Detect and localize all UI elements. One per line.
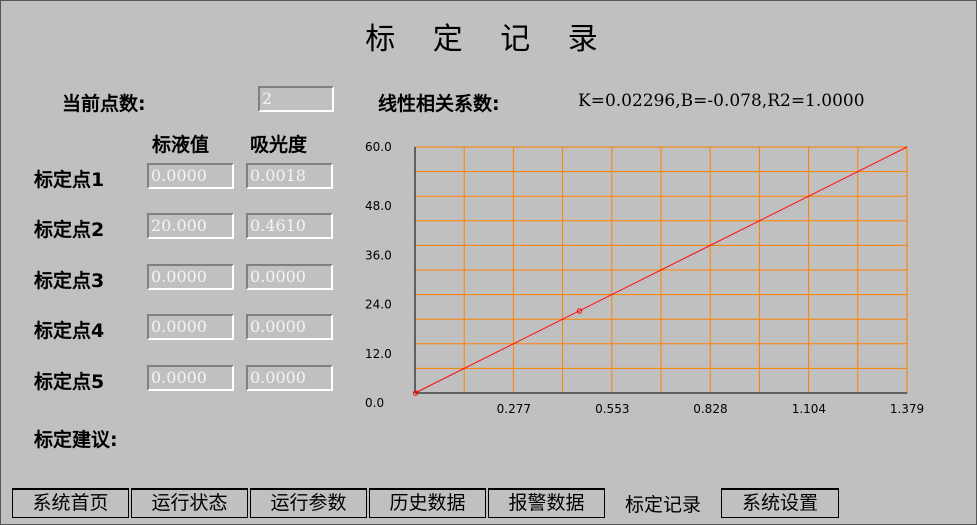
y-tick-label: 24.0: [365, 298, 392, 312]
absorbance-field[interactable]: 0.0000: [246, 264, 333, 290]
calibration-point-label: 标定点5: [34, 371, 105, 393]
calibration-chart: 0.0 12.0 24.0 36.0 48.0 60.0 0.277 0.553 0.828 1.…: [365, 140, 924, 416]
y-tick-label: 36.0: [365, 248, 392, 262]
absorbance-field[interactable]: 0.0000: [246, 314, 333, 340]
column-header-absorbance: 吸光度: [250, 134, 308, 156]
correlation-label: 线性相关系数:: [378, 93, 500, 115]
tab-4[interactable]: 历史数据: [369, 488, 486, 518]
page-title: 标 定 记 录: [365, 22, 612, 57]
x-tick-label: 1.104: [792, 402, 826, 416]
absorbance-field[interactable]: 0.0000: [246, 365, 333, 391]
calibration-point-label: 标定点2: [34, 219, 105, 241]
std-value-field[interactable]: 20.000: [147, 213, 234, 239]
x-tick-label: 0.553: [595, 402, 629, 416]
y-tick-label: 60.0: [365, 140, 392, 154]
current-points-field[interactable]: 2: [258, 86, 334, 112]
tab-7[interactable]: 系统设置: [721, 488, 839, 518]
tab-2[interactable]: 运行状态: [131, 488, 248, 518]
suggestion-label: 标定建议:: [34, 429, 118, 451]
absorbance-field[interactable]: 0.4610: [246, 213, 333, 239]
fit-line: [414, 146, 908, 394]
x-tick-label: 1.379: [890, 402, 924, 416]
y-tick-label: 0.0: [365, 396, 384, 410]
tab-1[interactable]: 系统首页: [12, 488, 129, 518]
data-point: [576, 308, 583, 314]
tab-5[interactable]: 报警数据: [488, 488, 605, 518]
x-tick-label: 0.277: [497, 402, 531, 416]
y-tick-label: 48.0: [365, 199, 392, 213]
absorbance-field[interactable]: 0.0018: [246, 163, 333, 189]
std-value-field[interactable]: 0.0000: [147, 365, 234, 391]
current-points-label: 当前点数:: [62, 93, 146, 115]
calibration-point-label: 标定点1: [34, 169, 105, 191]
x-tick-label: 0.828: [693, 402, 727, 416]
column-header-std-value: 标液值: [152, 134, 210, 156]
tab-3[interactable]: 运行参数: [250, 488, 367, 518]
calibration-point-label: 标定点4: [34, 320, 105, 342]
y-tick-label: 12.0: [365, 347, 392, 361]
correlation-value: K=0.02296,B=-0.078,R2=1.0000: [578, 91, 865, 111]
calibration-point-label: 标定点3: [34, 270, 105, 292]
tab-6[interactable]: 标定记录: [607, 492, 719, 522]
tab-bar: 系统首页 运行状态 运行参数 历史数据 报警数据 标定记录 系统设置: [0, 488, 977, 525]
std-value-field[interactable]: 0.0000: [147, 314, 234, 340]
std-value-field[interactable]: 0.0000: [147, 163, 234, 189]
data-point: [412, 390, 419, 396]
std-value-field[interactable]: 0.0000: [147, 264, 234, 290]
